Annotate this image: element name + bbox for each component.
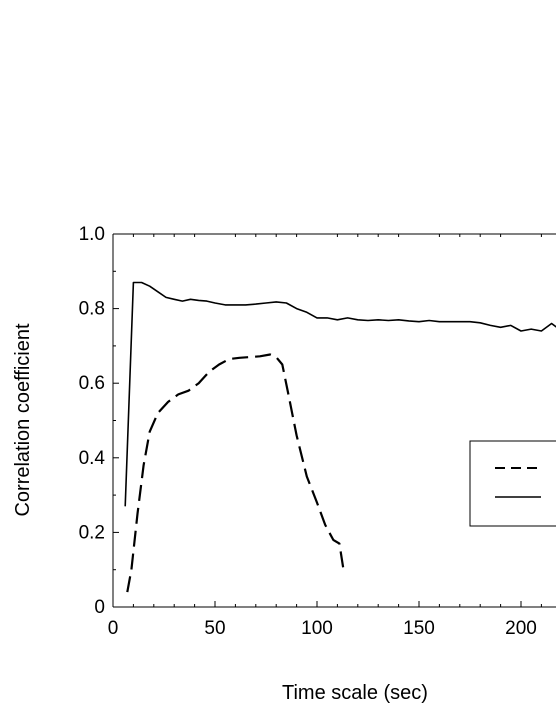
x-ticks: 0 50 100 150 200 (108, 601, 537, 639)
y-axis-label: Correlation coefficient (12, 323, 34, 517)
y-tick-label: 0 (94, 597, 105, 618)
x-tick-label: 50 (204, 618, 225, 639)
y-tick-label: 0.2 (79, 522, 105, 543)
x-tick-label: 150 (403, 618, 435, 639)
y-tick-label: 0.4 (79, 448, 106, 469)
x-tick-label: 200 (505, 618, 537, 639)
y-ticks: 0 0.2 0.4 0.6 0.8 1.0 (79, 224, 119, 618)
x-tick-label: 100 (301, 618, 333, 639)
series-lines (124, 281, 556, 593)
x-tick-label: 0 (108, 618, 119, 639)
y-tick-label: 1.0 (79, 224, 105, 245)
series-line-dashed (126, 353, 345, 593)
series-line-solid (124, 281, 556, 507)
y-tick-label: 0.8 (79, 299, 105, 320)
legend (469, 440, 556, 527)
y-tick-label: 0.6 (79, 373, 105, 394)
x-axis-label: Time scale (sec) (282, 682, 428, 704)
minor-ticks (113, 234, 542, 607)
legend-box (469, 440, 556, 527)
plot-area (112, 233, 556, 608)
